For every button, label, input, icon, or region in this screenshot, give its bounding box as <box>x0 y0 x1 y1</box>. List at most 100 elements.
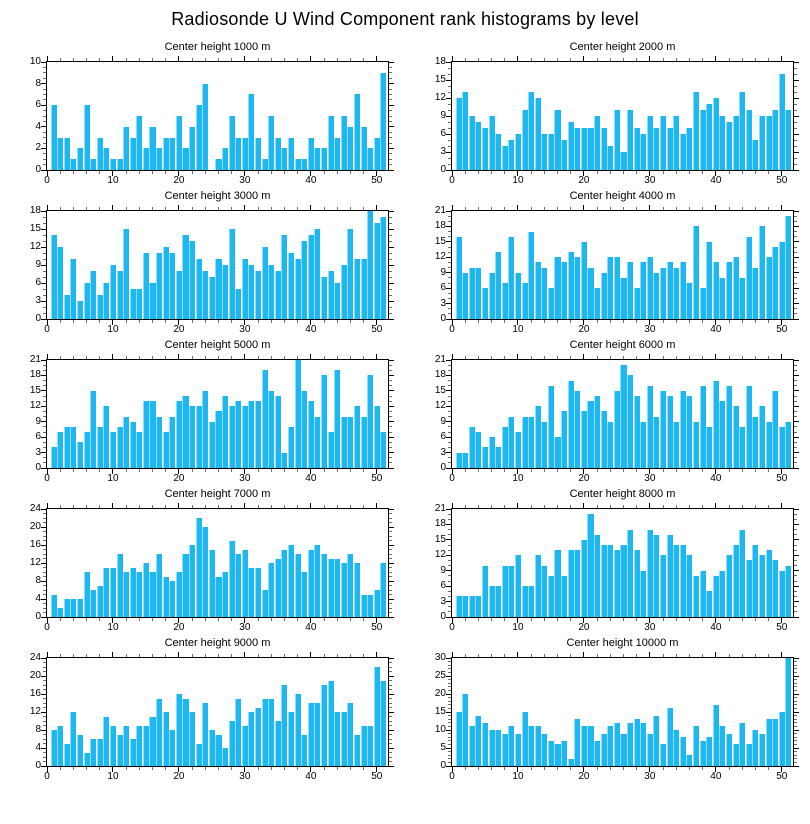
x-major-tick <box>112 503 114 508</box>
x-axis-label: 0 <box>449 324 455 335</box>
y-minor-tick <box>794 109 797 111</box>
x-major-tick <box>310 171 312 176</box>
x-minor-tick <box>491 618 493 621</box>
x-major-tick <box>517 767 519 772</box>
y-major-tick <box>446 169 451 171</box>
y-minor-tick <box>389 607 392 609</box>
y-minor-tick <box>448 251 451 253</box>
histogram-bar <box>156 253 163 319</box>
histogram-bar <box>514 272 521 319</box>
x-minor-tick <box>728 469 730 472</box>
y-minor-tick <box>448 718 451 720</box>
x-minor-tick <box>165 356 167 359</box>
y-minor-tick <box>448 297 451 299</box>
x-minor-tick <box>728 356 730 359</box>
histogram-bar <box>90 159 97 170</box>
y-minor-tick <box>448 595 451 597</box>
histogram-bar <box>241 137 248 170</box>
plot-frame <box>451 210 794 320</box>
x-minor-tick <box>349 356 351 359</box>
histogram-bar <box>241 725 248 766</box>
y-minor-tick <box>43 99 46 101</box>
histogram-bar <box>554 550 561 617</box>
histogram-bar <box>274 721 281 766</box>
x-minor-tick <box>675 207 677 210</box>
histogram-bar <box>587 128 594 170</box>
y-major-tick <box>446 523 451 525</box>
x-minor-tick <box>754 171 756 174</box>
y-minor-tick <box>389 549 392 550</box>
histogram-bar <box>693 226 700 319</box>
histogram-bar <box>50 235 57 319</box>
y-axis-label: 0 <box>35 313 41 324</box>
x-minor-tick <box>675 469 677 472</box>
x-minor-tick <box>217 505 219 508</box>
x-major-tick <box>715 469 717 474</box>
y-minor-tick <box>389 720 392 722</box>
plot-area: 0 5 10 15 20 25 30 0 10 20 30 40 50 <box>405 651 810 785</box>
x-minor-tick <box>336 356 338 359</box>
x-axis-label: 20 <box>578 622 590 633</box>
x-minor-tick <box>152 505 154 508</box>
x-minor-tick <box>688 171 690 174</box>
histogram-bar <box>693 92 700 170</box>
plot-area: 0 3 6 9 12 15 18 21 0 10 20 30 40 50 <box>405 502 810 636</box>
histogram-bar <box>255 271 262 319</box>
y-minor-tick <box>43 306 46 308</box>
x-major-tick <box>112 205 114 210</box>
y-minor-tick <box>794 73 797 75</box>
histogram-bar <box>129 739 136 766</box>
y-minor-tick <box>389 666 392 668</box>
histogram-bar <box>175 694 182 766</box>
histogram-bar <box>732 406 739 468</box>
y-major-tick <box>41 359 46 361</box>
subplot-title: Center height 1000 m <box>164 41 271 53</box>
x-minor-tick <box>609 171 611 174</box>
histogram-bar <box>739 722 746 766</box>
histogram-bar <box>633 288 640 319</box>
y-axis-label: 4 <box>35 742 41 753</box>
y-major-tick <box>41 526 46 528</box>
histogram-bar <box>320 277 328 319</box>
y-minor-tick <box>794 580 797 582</box>
x-minor-tick <box>138 654 140 657</box>
histogram-bar <box>116 271 123 319</box>
y-minor-tick <box>43 689 46 690</box>
y-major-tick <box>389 359 394 361</box>
y-minor-tick <box>389 743 392 744</box>
histogram-bar <box>57 608 64 617</box>
y-major-tick <box>794 256 799 258</box>
y-major-tick <box>41 147 46 149</box>
y-minor-tick <box>448 157 451 159</box>
x-minor-tick <box>543 505 545 508</box>
y-minor-tick <box>43 93 46 95</box>
x-minor-tick <box>702 207 704 210</box>
x-minor-tick <box>768 618 770 621</box>
x-minor-tick <box>86 171 88 174</box>
x-minor-tick <box>675 618 677 621</box>
x-minor-tick <box>636 505 638 508</box>
x-minor-tick <box>99 320 101 323</box>
x-minor-tick <box>741 171 743 174</box>
histogram-bar <box>116 554 123 617</box>
histogram-bar <box>373 223 380 319</box>
histogram-bar <box>660 555 667 617</box>
x-minor-tick <box>257 320 259 323</box>
y-minor-tick <box>794 697 797 699</box>
y-major-tick <box>446 616 451 618</box>
y-axis-label: 3 <box>440 446 446 458</box>
histogram-bar <box>758 226 766 319</box>
x-major-tick <box>112 354 114 359</box>
y-major-tick <box>446 133 451 135</box>
histogram-bar <box>347 703 354 766</box>
x-minor-tick <box>768 320 770 323</box>
x-minor-tick <box>702 320 704 323</box>
y-minor-tick <box>448 580 451 582</box>
x-minor-tick <box>152 469 154 472</box>
histogram-bar <box>235 289 242 319</box>
histogram-bar <box>248 401 255 468</box>
x-major-tick <box>649 56 651 61</box>
histogram-bar <box>235 401 242 468</box>
x-major-tick <box>715 171 717 176</box>
x-minor-tick <box>217 171 219 174</box>
